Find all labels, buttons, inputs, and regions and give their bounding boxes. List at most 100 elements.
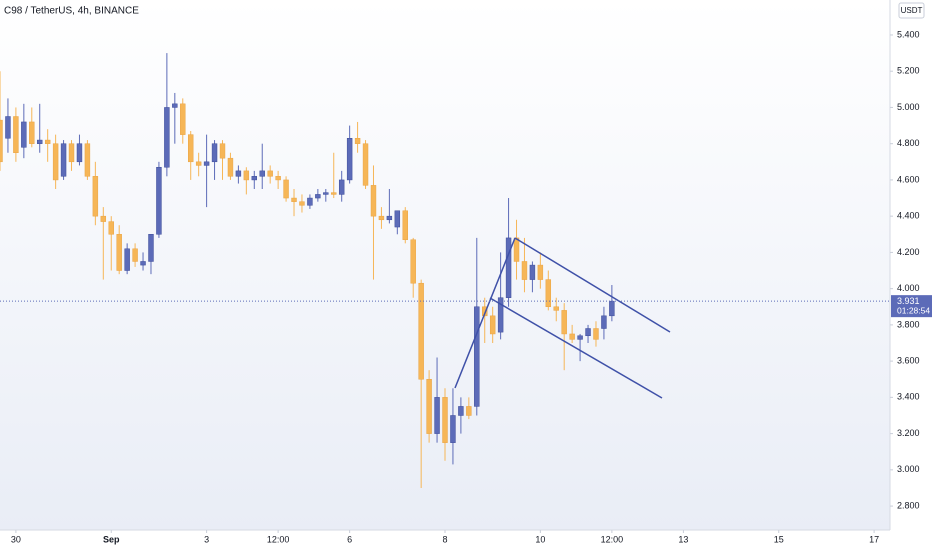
channel-lower bbox=[489, 297, 663, 399]
x-tick-label: Sep bbox=[103, 534, 120, 544]
candle-body bbox=[29, 121, 35, 144]
y-tick-label: 3.600 bbox=[897, 355, 920, 365]
candles bbox=[0, 53, 615, 488]
candle-body bbox=[513, 237, 520, 262]
candle-body bbox=[529, 264, 536, 280]
candle-body bbox=[259, 170, 265, 177]
candle-body bbox=[521, 261, 528, 280]
currency-box bbox=[898, 2, 925, 19]
candle-body bbox=[323, 192, 329, 195]
candle-body bbox=[410, 239, 416, 284]
candle-body bbox=[426, 378, 432, 434]
candle-body bbox=[68, 143, 75, 163]
candle-body bbox=[370, 185, 377, 217]
candle-body bbox=[315, 194, 321, 199]
candle-body bbox=[569, 333, 575, 340]
candle-body bbox=[92, 176, 99, 217]
candle-body bbox=[585, 328, 591, 337]
candle-body bbox=[156, 166, 162, 235]
y-tick-label: 3.400 bbox=[897, 392, 920, 402]
price-axis-background bbox=[890, 0, 932, 550]
y-tick-label: 4.200 bbox=[897, 247, 920, 257]
candle-body bbox=[13, 116, 19, 153]
x-tick-label: 30 bbox=[11, 534, 21, 544]
x-tick-label: 6 bbox=[347, 534, 352, 544]
candle-body bbox=[243, 170, 250, 181]
y-tick-label: 4.000 bbox=[897, 283, 920, 293]
y-tick-label: 5.400 bbox=[897, 29, 920, 39]
candle-body bbox=[283, 179, 289, 199]
y-tick-label: 5.200 bbox=[897, 66, 920, 76]
candle-body bbox=[100, 215, 107, 222]
candle-body bbox=[52, 143, 59, 181]
candle-body bbox=[124, 248, 130, 271]
candle-body bbox=[593, 328, 599, 340]
candle-body bbox=[219, 143, 226, 159]
channel-upper bbox=[514, 237, 671, 333]
candle-body bbox=[148, 234, 154, 262]
candle-body bbox=[299, 201, 305, 206]
candle-body bbox=[601, 315, 607, 329]
candle-body bbox=[116, 234, 122, 271]
trend-line bbox=[454, 237, 516, 389]
candle-body bbox=[561, 310, 567, 335]
candle-body bbox=[386, 215, 393, 221]
candle-body bbox=[331, 192, 337, 195]
candle-body bbox=[537, 264, 544, 280]
x-tick-label: 15 bbox=[774, 534, 784, 544]
candle-body bbox=[489, 315, 496, 335]
x-tick-label: 10 bbox=[535, 534, 545, 544]
candle-body bbox=[378, 215, 385, 221]
chart-title: C98 / TetherUS, 4h, BINANCE bbox=[4, 6, 139, 17]
countdown-label: 01:28:54 bbox=[897, 305, 930, 315]
candle-body bbox=[267, 170, 273, 177]
candle-body bbox=[338, 179, 345, 195]
candle-body bbox=[307, 197, 313, 206]
candle-body bbox=[434, 397, 440, 434]
x-tick-label: 17 bbox=[869, 534, 879, 544]
candle-body bbox=[203, 161, 210, 166]
candle-body bbox=[275, 176, 281, 181]
candle-body bbox=[553, 306, 559, 311]
y-tick-label: 4.400 bbox=[897, 211, 920, 221]
candle-body bbox=[60, 143, 67, 177]
y-tick-label: 3.000 bbox=[897, 464, 920, 474]
candle-body bbox=[450, 415, 456, 443]
candle-body bbox=[362, 143, 369, 186]
candle-body bbox=[497, 297, 504, 333]
candle-body bbox=[164, 107, 170, 168]
time-axis-background bbox=[0, 530, 890, 550]
candle-body bbox=[394, 210, 401, 228]
candle-body bbox=[235, 170, 242, 177]
candle-body bbox=[474, 306, 480, 407]
x-tick-label: 13 bbox=[678, 534, 688, 544]
candle-body bbox=[466, 406, 472, 416]
y-tick-label: 3.800 bbox=[897, 319, 920, 329]
candle-body bbox=[172, 103, 178, 108]
candle-body bbox=[37, 139, 43, 144]
x-tick-label: 3 bbox=[204, 534, 209, 544]
candle-body bbox=[84, 143, 91, 177]
candle-body bbox=[227, 157, 234, 177]
candle-body bbox=[251, 176, 257, 181]
y-tick-label: 4.800 bbox=[897, 138, 920, 148]
y-tick-label: 5.000 bbox=[897, 102, 920, 112]
candle-body bbox=[5, 116, 11, 139]
candle-body bbox=[188, 134, 194, 163]
candle-body bbox=[21, 121, 27, 148]
candle-body bbox=[211, 143, 218, 163]
candle-body bbox=[195, 161, 202, 166]
candle-body bbox=[458, 406, 464, 416]
y-tick-label: 4.600 bbox=[897, 174, 920, 184]
x-tick-label: 8 bbox=[442, 534, 447, 544]
candle-body bbox=[132, 248, 138, 262]
candle-body bbox=[108, 221, 114, 235]
last-price-label: 3.931 bbox=[897, 296, 920, 306]
candle-body bbox=[354, 138, 361, 144]
candle-body bbox=[609, 300, 615, 317]
candle-body bbox=[44, 139, 51, 144]
candle-body bbox=[180, 103, 186, 135]
x-tick-label: 12:00 bbox=[267, 534, 290, 544]
candle-body bbox=[545, 279, 552, 308]
